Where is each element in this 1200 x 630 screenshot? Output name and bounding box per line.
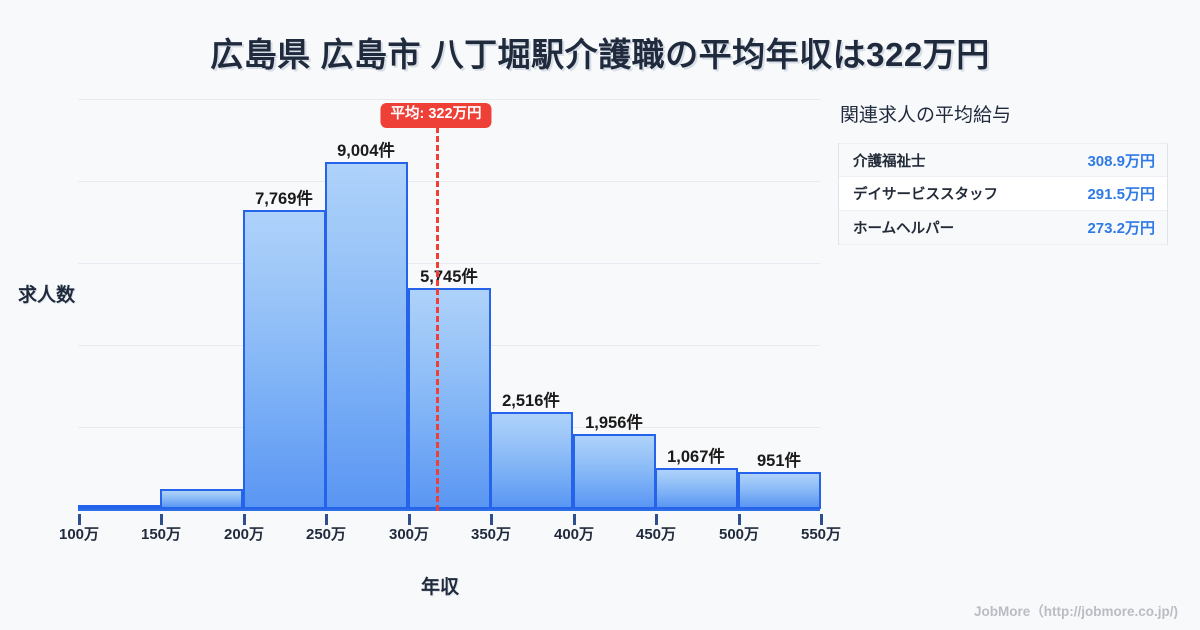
- bar: [325, 162, 408, 509]
- table-row: 介護福祉士 308.9万円: [839, 143, 1167, 177]
- bar-value-label: 9,004件: [337, 142, 395, 160]
- x-axis-tick-label: 100万: [58, 526, 100, 543]
- x-axis-tick: [490, 514, 493, 525]
- related-salary-title: 関連求人の平均給与: [840, 105, 1012, 126]
- bar-value-label: 5,745件: [420, 268, 478, 286]
- bar: [408, 288, 491, 509]
- x-axis-tick: [160, 514, 163, 525]
- bar-value-label: 2,516件: [502, 392, 560, 410]
- related-salary-panel: 関連求人の平均給与 介護福祉士 308.9万円デイサービススタッフ 291.5万円ホ…: [838, 100, 1168, 245]
- table-row-value: 308.9万円: [1087, 152, 1155, 170]
- average-marker-line: [436, 127, 439, 511]
- x-axis-line: [78, 509, 820, 511]
- table-row-value: 291.5万円: [1087, 186, 1155, 203]
- x-axis-title: 年収: [420, 577, 459, 598]
- x-axis-tick-label: 150万: [140, 526, 182, 543]
- x-axis-tick: [573, 514, 576, 525]
- bar-value-label: 1,956件: [585, 414, 643, 432]
- bar-value-label: 7,769件: [255, 190, 313, 208]
- footer-credit: JobMore（http://jobmore.co.jp/): [974, 604, 1178, 619]
- page-title: 広島県 広島市 八丁堀駅介護職の平均年収は322万円: [210, 36, 990, 73]
- gridline: [78, 99, 820, 100]
- x-axis-tick: [738, 514, 741, 525]
- x-axis-tick: [325, 514, 328, 525]
- gridline: [78, 263, 820, 264]
- x-axis-tick-label: 200万: [223, 526, 265, 543]
- x-axis-tick-label: 300万: [388, 526, 430, 543]
- x-axis-tick: [655, 514, 658, 525]
- x-axis-tick-label: 400万: [553, 526, 595, 543]
- gridline: [78, 181, 820, 182]
- bar: [160, 489, 243, 509]
- x-axis-tick-label: 250万: [305, 526, 347, 543]
- bar-value-label: 1,067件: [667, 448, 725, 466]
- table-row: ホームヘルパー 273.2万円: [839, 211, 1167, 245]
- table-row: デイサービススタッフ 291.5万円: [839, 177, 1167, 211]
- x-axis-tick: [78, 514, 81, 525]
- table-row-value: 273.2万円: [1087, 220, 1155, 237]
- bar: [490, 412, 573, 509]
- x-axis-tick: [820, 514, 823, 525]
- table-row-name: 介護福祉士: [853, 153, 926, 170]
- bar-value-label: 951件: [756, 452, 802, 470]
- bar: [243, 210, 326, 509]
- x-axis-tick: [243, 514, 246, 525]
- related-salary-table: 介護福祉士 308.9万円デイサービススタッフ 291.5万円ホームヘルパー 273.…: [838, 143, 1168, 245]
- table-row-name: ホームヘルパー: [853, 221, 955, 237]
- bar: [738, 472, 821, 509]
- x-axis-tick-label: 550万: [800, 526, 842, 543]
- bar: [655, 468, 738, 509]
- y-axis-title: 求人数: [18, 285, 76, 306]
- table-row-name: デイサービススタッフ: [853, 187, 998, 203]
- x-axis-tick: [408, 514, 411, 525]
- x-axis-tick-label: 350万: [470, 526, 512, 543]
- x-axis-tick-label: 500万: [718, 526, 760, 543]
- average-marker-badge: 平均: 322万円: [380, 103, 492, 128]
- x-axis-tick-label: 450万: [635, 526, 677, 543]
- bar: [573, 434, 656, 509]
